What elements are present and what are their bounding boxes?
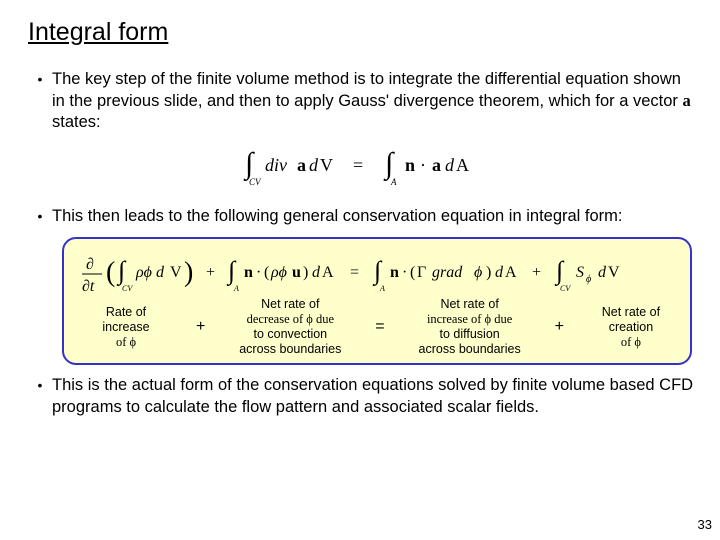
svg-text:A: A [505, 264, 517, 281]
svg-text:ϕ: ϕ [474, 264, 482, 281]
term-3-l1: Net rate of [440, 297, 498, 311]
svg-text:V: V [170, 264, 182, 281]
term-1-l1: Rate of [106, 305, 146, 319]
term-4-l1: Net rate of [602, 305, 660, 319]
svg-text:CV: CV [560, 284, 571, 293]
plus-2: + [553, 318, 566, 336]
term-4: Net rate of creation of ϕ [586, 305, 676, 350]
svg-text:=: = [350, 264, 359, 281]
svg-text:(: ( [106, 257, 115, 288]
svg-text:CV: CV [122, 284, 133, 293]
svg-text:d: d [309, 155, 319, 175]
equation-2: ∂ ∂t ( ∫ CV ρϕ d V ) + ∫ A n · ( ρϕ u ) … [72, 247, 682, 297]
equals: = [373, 318, 386, 336]
svg-text:): ) [486, 264, 491, 281]
svg-text:A: A [456, 155, 469, 175]
svg-text:d: d [598, 264, 607, 281]
svg-text:∂t: ∂t [82, 278, 95, 295]
svg-text:a: a [297, 155, 306, 175]
svg-text:ρϕ d: ρϕ d [135, 264, 165, 281]
term-3: Net rate of increase of ϕ due to diffusi… [407, 297, 533, 357]
bullet-1-post: states: [52, 113, 101, 131]
bullet-1-text: The key step of the finite volume method… [52, 69, 702, 133]
page-number: 33 [698, 517, 712, 532]
term-1-l2: increase [102, 320, 149, 334]
svg-text:a: a [432, 155, 441, 175]
svg-text:A: A [233, 284, 239, 293]
svg-text:d: d [495, 264, 504, 281]
svg-text:V: V [320, 155, 333, 175]
svg-text:(: ( [264, 264, 269, 281]
bullet-2: • This then leads to the following gener… [28, 206, 702, 227]
term-3-l2: increase of ϕ due [427, 312, 512, 326]
bullet-3-text: This is the actual form of the conservat… [52, 375, 702, 417]
svg-text:·: · [420, 155, 426, 175]
svg-text:n: n [390, 264, 399, 281]
svg-text:V: V [608, 264, 620, 281]
svg-text:=: = [353, 155, 363, 175]
svg-text:n: n [244, 264, 253, 281]
svg-text:·: · [402, 264, 407, 281]
term-1: Rate of increase of ϕ [78, 305, 174, 350]
svg-text:grad: grad [432, 264, 463, 281]
svg-text:): ) [303, 264, 308, 281]
svg-text:+: + [206, 264, 215, 281]
svg-text:d: d [445, 155, 455, 175]
svg-text:·: · [256, 264, 261, 281]
term-2-l2: decrease of ϕ due [247, 312, 334, 326]
svg-text:ϕ: ϕ [586, 274, 591, 285]
term-2-l4: across boundaries [239, 342, 341, 356]
svg-text:CV: CV [249, 177, 262, 187]
bullet-dot: • [28, 375, 52, 417]
svg-text:∂: ∂ [86, 256, 94, 273]
bullet-1: • The key step of the finite volume meth… [28, 69, 702, 133]
bullet-2-text: This then leads to the following general… [52, 206, 702, 227]
svg-text:A: A [390, 177, 397, 187]
term-3-l4: across boundaries [419, 342, 521, 356]
svg-text:(: ( [410, 264, 415, 281]
bullet-dot: • [28, 206, 52, 227]
svg-text:A: A [322, 264, 334, 281]
svg-text:∫: ∫ [116, 256, 127, 286]
bullet-1-pre: The key step of the finite volume method… [52, 70, 683, 110]
svg-text:ρϕ: ρϕ [270, 264, 287, 281]
svg-text:S: S [576, 264, 584, 281]
svg-text:∫: ∫ [372, 256, 383, 286]
term-2-l1: Net rate of [261, 297, 319, 311]
term-2: Net rate of decrease of ϕ due to convect… [227, 297, 353, 357]
svg-text:div: div [265, 155, 287, 175]
term-1-l3: of ϕ [116, 335, 136, 349]
equation-1: ∫ CV div a d V = ∫ A n · a d A [28, 143, 702, 192]
bullet-3: • This is the actual form of the conserv… [28, 375, 702, 417]
svg-text:∫: ∫ [554, 256, 565, 286]
svg-text:n: n [405, 155, 415, 175]
term-4-l3: of ϕ [621, 335, 641, 349]
svg-text:u: u [292, 264, 301, 281]
vector-a: a [683, 91, 691, 110]
equation-2-box: ∂ ∂t ( ∫ CV ρϕ d V ) + ∫ A n · ( ρϕ u ) … [62, 237, 692, 365]
plus-1: + [194, 318, 207, 336]
svg-text:d: d [312, 264, 321, 281]
page-title: Integral form [28, 18, 702, 47]
svg-text:): ) [184, 257, 193, 288]
svg-text:Γ: Γ [417, 264, 426, 281]
term-2-l3: to convection [253, 327, 327, 341]
term-3-l3: to diffusion [440, 327, 500, 341]
bullet-dot: • [28, 69, 52, 133]
svg-text:∫: ∫ [226, 256, 237, 286]
svg-text:A: A [379, 284, 385, 293]
term-row: Rate of increase of ϕ + Net rate of decr… [72, 297, 682, 357]
svg-text:+: + [532, 264, 541, 281]
term-4-l2: creation [609, 320, 653, 334]
